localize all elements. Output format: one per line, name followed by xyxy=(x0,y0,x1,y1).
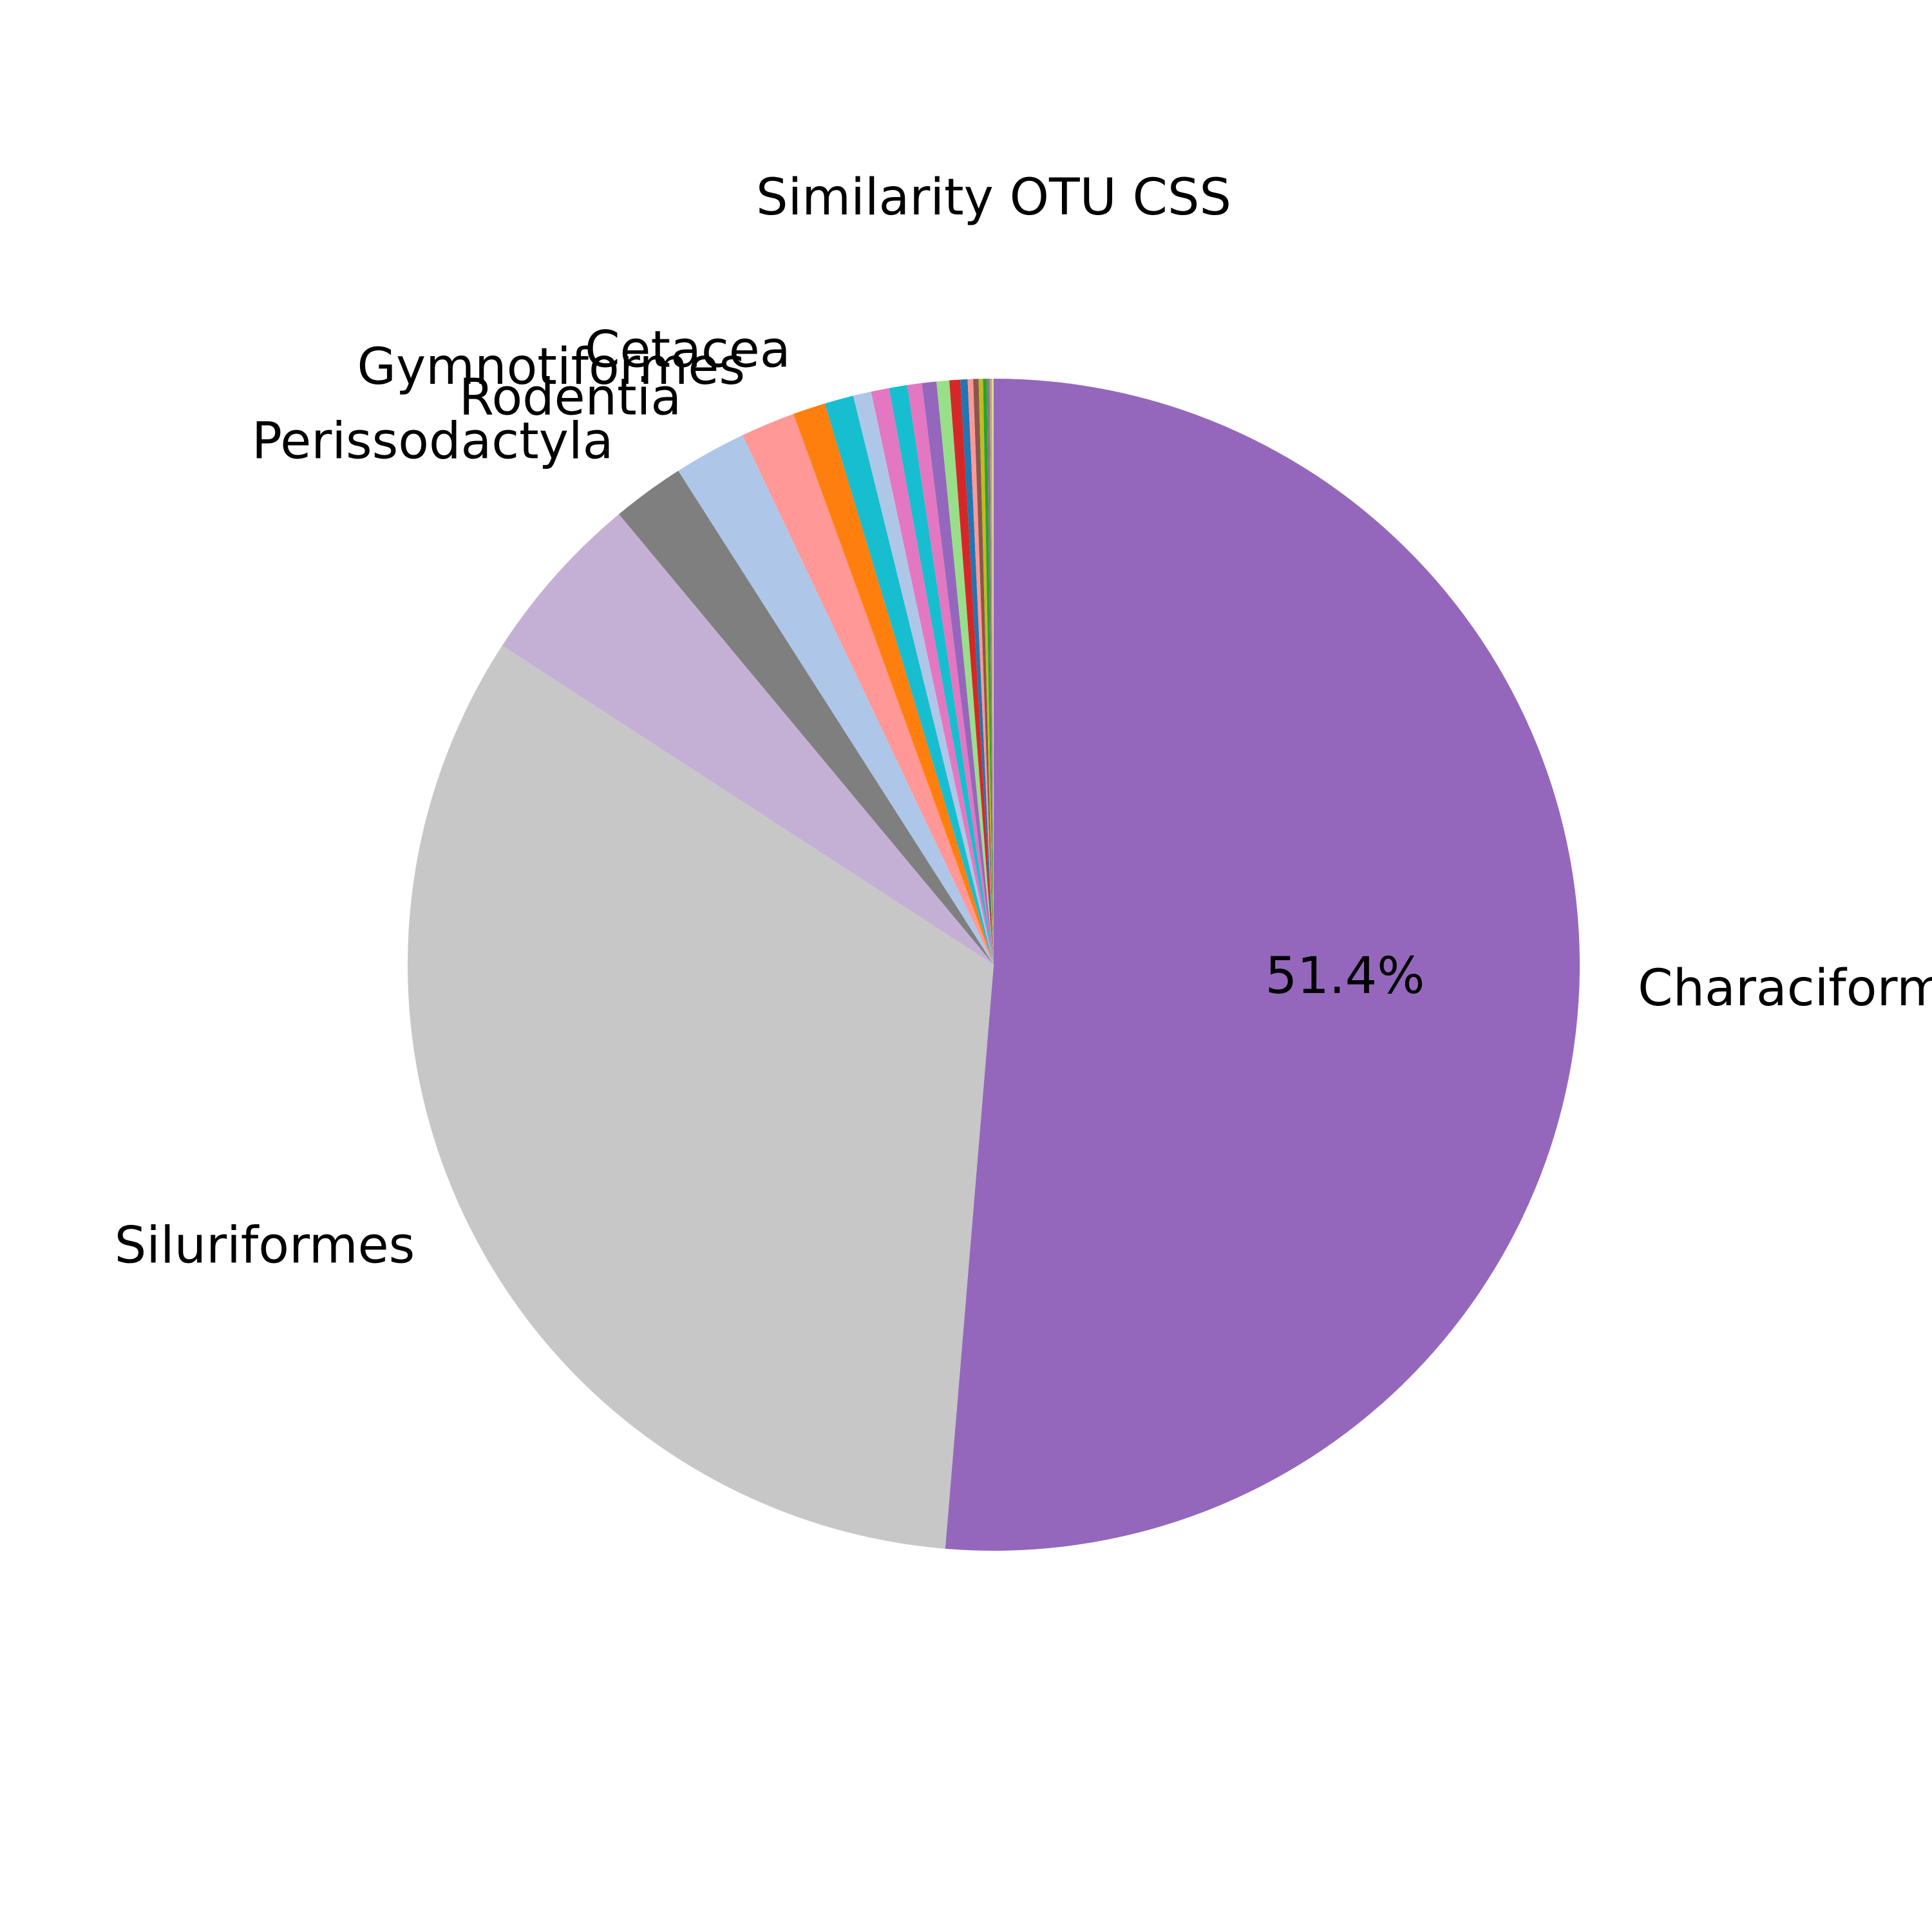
pie-slice-perissodactyla xyxy=(619,471,994,965)
pie-slice-unlabeled-16 xyxy=(967,379,994,965)
pie-slice-unlabeled-9 xyxy=(871,388,994,965)
pie-slice-unlabeled-8 xyxy=(853,392,994,965)
chart-title: Similarity OTU CSS xyxy=(756,169,1231,227)
pie-slice-unlabeled-19 xyxy=(983,379,994,965)
pie-slice-unlabeled-12 xyxy=(922,381,994,965)
pie-slice-unlabeled-15 xyxy=(960,379,994,965)
pie-slice-unlabeled-18 xyxy=(978,379,994,965)
pie-slice-characiformes xyxy=(945,379,1580,1551)
slice-label-cetacea: Cetacea xyxy=(585,321,791,379)
pie-slice-unlabeled-11 xyxy=(907,383,994,965)
pie-slice-siluriformes xyxy=(408,645,994,1549)
pie-slice-unlabeled-17 xyxy=(973,379,994,965)
slice-label-perissodactyla: Perissodactyla xyxy=(252,412,613,470)
pie-slice-rodentia xyxy=(678,435,994,965)
pie-labels: Characiformes 51.4% Siluriformes Perissodac… xyxy=(115,321,1932,1274)
slice-label-siluriformes: Siluriformes xyxy=(115,1217,415,1274)
pie-slice-unlabeled-21 xyxy=(989,379,994,965)
pie-slice-unlabeled-14 xyxy=(949,379,994,965)
slice-label-gymnotiformes: Gymnotiformes xyxy=(357,338,745,396)
pie-slice-gymnotiformes xyxy=(743,413,994,965)
pie-slice-cetacea xyxy=(793,403,994,965)
pie-slice-unlabeled-10 xyxy=(889,384,994,965)
pie-slices xyxy=(408,379,1580,1551)
pie-slice-unlabeled-13 xyxy=(936,380,994,965)
slice-label-characiformes: Characiformes xyxy=(1638,960,1932,1018)
slice-percent-characiformes: 51.4% xyxy=(1265,947,1425,1005)
pie-slice-unlabeled-20 xyxy=(987,379,994,965)
slice-label-rodentia: Rodentia xyxy=(459,369,681,427)
pie-slice-unlabeled-7 xyxy=(824,395,994,965)
pie-slice-unlabeled-22 xyxy=(992,379,994,965)
pie-slice-unlabeled-2 xyxy=(502,514,994,965)
